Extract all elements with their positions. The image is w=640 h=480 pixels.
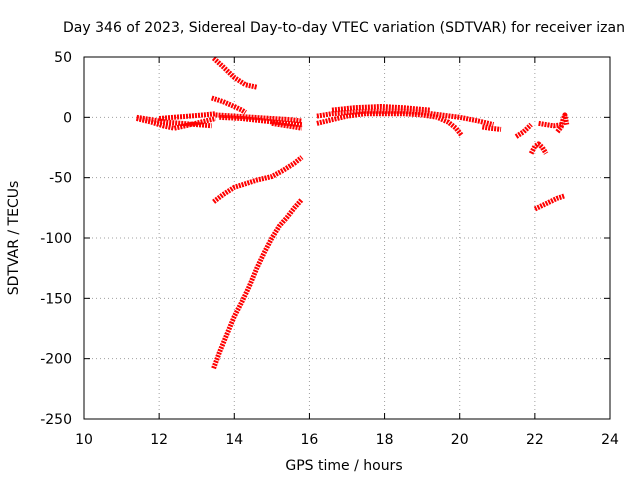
data-track: [528, 141, 549, 155]
data-track: [316, 111, 464, 137]
data-track: [215, 112, 303, 124]
x-tick-label: 22: [526, 432, 544, 448]
data-track: [136, 116, 217, 131]
data-series: [136, 56, 570, 370]
y-tick-label: -100: [40, 231, 72, 247]
y-axis-label: SDTVAR / TECUs: [6, 181, 22, 296]
data-track: [555, 112, 570, 134]
x-tick-label: 24: [601, 432, 619, 448]
data-track: [211, 197, 304, 370]
data-track: [271, 120, 303, 131]
data-track: [481, 124, 502, 132]
y-tick-label: -200: [40, 352, 72, 368]
x-tick-label: 10: [75, 432, 93, 448]
data-track: [331, 104, 430, 113]
data-track: [533, 193, 566, 212]
chart-title: Day 346 of 2023, Sidereal Day-to-day VTE…: [63, 20, 625, 36]
x-axis-label: GPS time / hours: [285, 458, 402, 474]
data-track: [219, 114, 303, 128]
x-tick-label: 12: [150, 432, 168, 448]
data-track: [538, 120, 564, 129]
y-tick-label: -150: [40, 291, 72, 307]
x-tick-label: 16: [301, 432, 319, 448]
data-track: [210, 95, 247, 115]
data-track: [158, 111, 216, 121]
data-track: [514, 122, 533, 139]
data-track: [211, 56, 258, 90]
y-tick-label: 50: [54, 50, 72, 66]
ticks: 10 12 14 16 18 20 22 24 50 0 -50 -100 -150 -200 -250: [40, 50, 619, 448]
data-track: [316, 108, 495, 128]
x-tick-label: 14: [225, 432, 243, 448]
data-track: [136, 114, 212, 129]
y-tick-label: 0: [63, 110, 72, 126]
y-tick-label: -250: [40, 412, 72, 428]
data-track: [212, 155, 304, 204]
y-tick-label: -50: [49, 171, 72, 187]
x-tick-label: 18: [376, 432, 394, 448]
x-tick-label: 20: [451, 432, 469, 448]
